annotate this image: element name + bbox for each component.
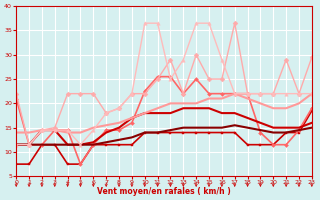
X-axis label: Vent moyen/en rafales ( km/h ): Vent moyen/en rafales ( km/h ) xyxy=(97,187,231,196)
